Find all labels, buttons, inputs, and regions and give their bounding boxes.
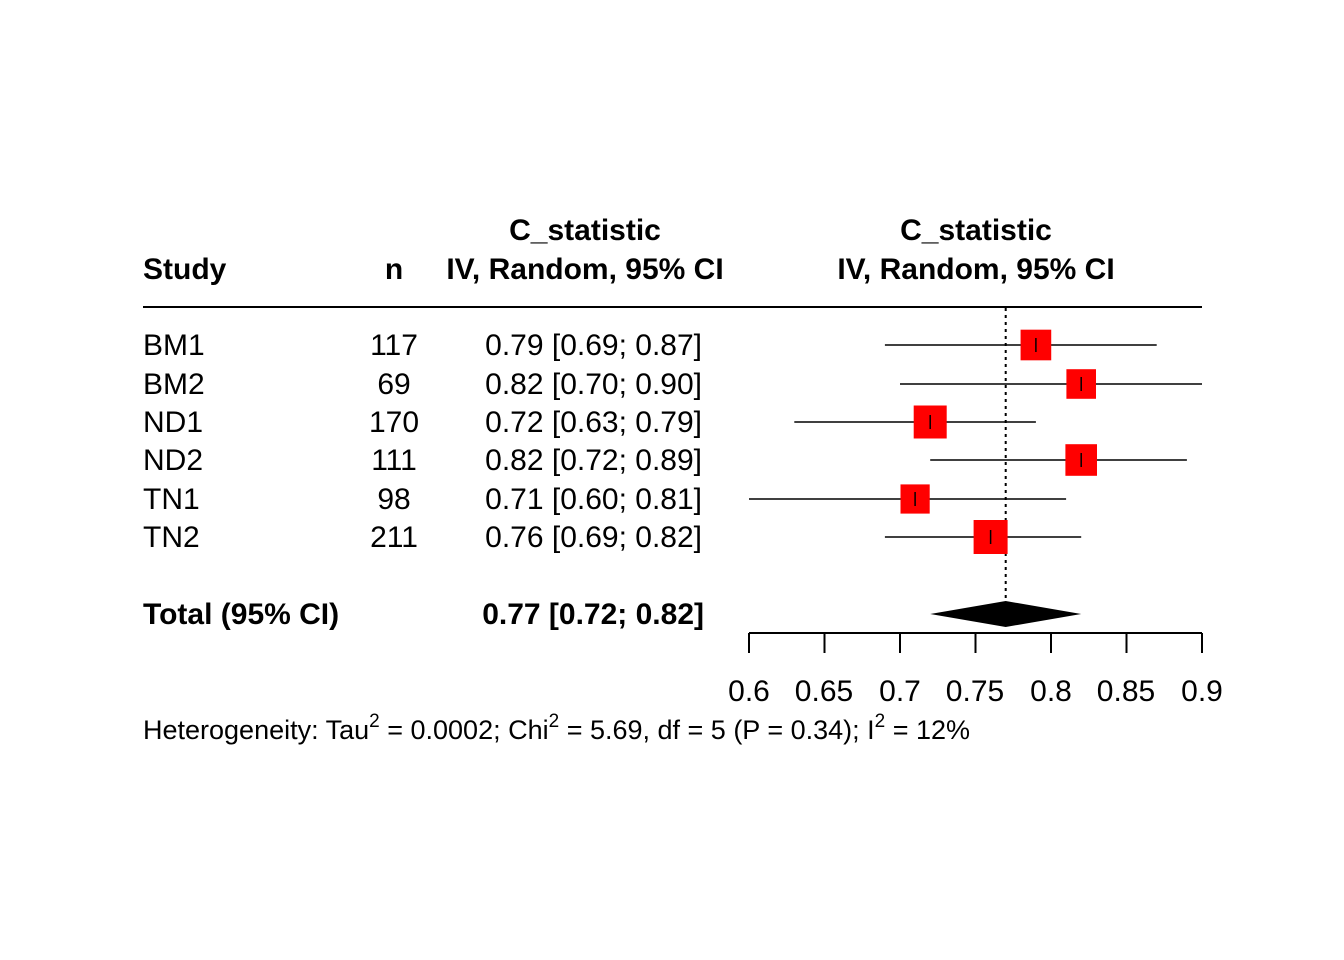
study-n: 211 — [370, 521, 418, 554]
header-plot-col-line1: C_statistic — [900, 214, 1052, 247]
header-plot-col-line2: IV, Random, 95% CI — [837, 253, 1115, 286]
x-tick-label: 0.6 — [728, 675, 770, 708]
study-name: ND2 — [143, 444, 204, 477]
study-n: 98 — [377, 483, 411, 516]
x-tick-label: 0.7 — [879, 675, 921, 708]
header-n: n — [384, 253, 404, 286]
header-ci-col-line2: IV, Random, 95% CI — [446, 253, 724, 286]
x-tick-label: 0.9 — [1181, 675, 1223, 708]
header-study: Study — [143, 253, 227, 286]
header-ci-col-line1: C_statistic — [509, 214, 661, 247]
study-name: TN2 — [143, 521, 200, 554]
study-ci-text: 0.82 [0.70; 0.90] — [485, 368, 702, 401]
study-name: BM1 — [143, 329, 205, 362]
total-label: Total (95% CI) — [143, 598, 340, 631]
study-name: BM2 — [143, 368, 205, 401]
x-tick-label: 0.75 — [945, 675, 1005, 708]
study-name: ND1 — [143, 406, 204, 439]
study-ci-text: 0.71 [0.60; 0.81] — [485, 483, 702, 516]
heterogeneity-text: Heterogeneity: Tau2 = 0.0002; Chi2 = 5.6… — [143, 711, 971, 745]
x-tick-label: 0.85 — [1096, 675, 1156, 708]
total-diamond — [930, 601, 1082, 627]
study-n: 69 — [377, 368, 411, 401]
study-ci-text: 0.82 [0.72; 0.89] — [485, 444, 702, 477]
study-ci-text: 0.72 [0.63; 0.79] — [485, 406, 702, 439]
x-tick-label: 0.8 — [1030, 675, 1072, 708]
study-n: 111 — [371, 444, 417, 477]
study-ci-text: 0.76 [0.69; 0.82] — [485, 521, 702, 554]
study-n: 117 — [370, 329, 418, 362]
study-n: 170 — [368, 406, 420, 439]
study-ci-text: 0.79 [0.69; 0.87] — [485, 329, 702, 362]
total-ci-text: 0.77 [0.72; 0.82] — [482, 598, 704, 631]
x-tick-label: 0.65 — [794, 675, 854, 708]
study-name: TN1 — [143, 483, 200, 516]
